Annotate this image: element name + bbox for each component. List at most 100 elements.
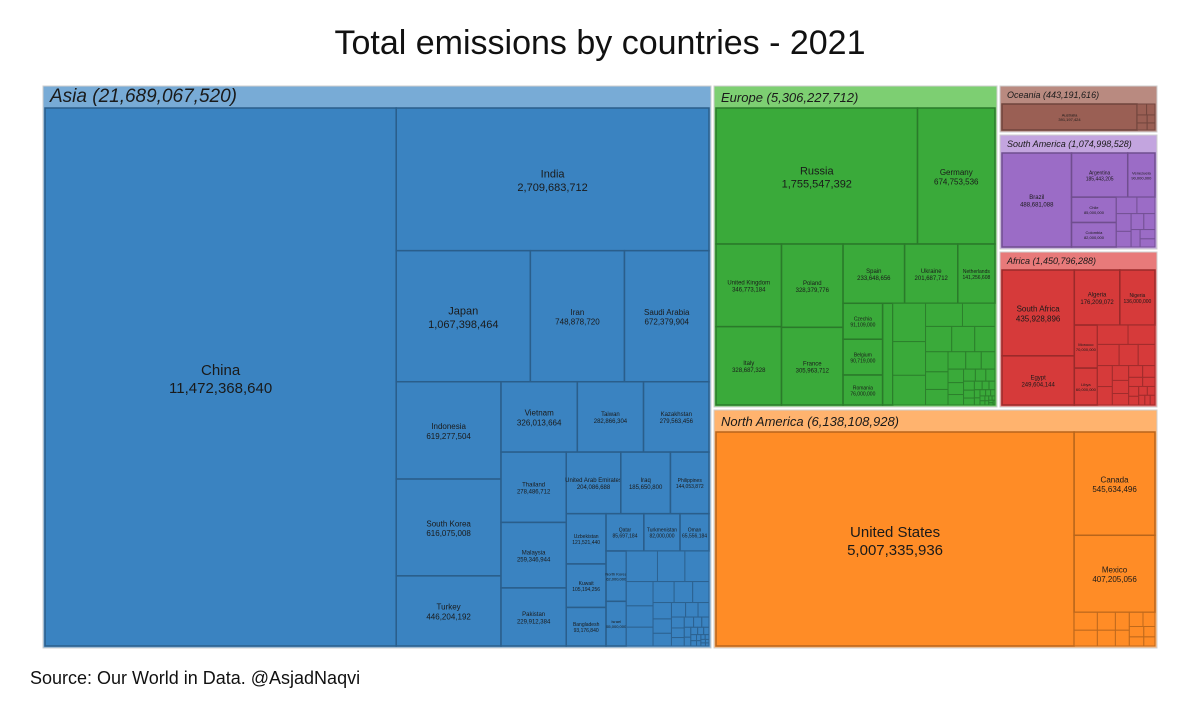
minor-country-tile [963, 397, 975, 406]
country-name: Belgium [854, 352, 872, 358]
minor-country-tile [1138, 385, 1148, 396]
minor-country-tile [1128, 395, 1140, 406]
country-tile [395, 249, 532, 383]
country-value: 201,687,712 [915, 276, 949, 282]
country-name: France [803, 361, 822, 367]
country-tile [957, 243, 996, 305]
minor-country-tile [985, 389, 992, 397]
country-value: 407,205,056 [1092, 575, 1137, 584]
minor-country-tile [1128, 636, 1145, 647]
country-value: 748,878,720 [555, 318, 600, 327]
other-countries-asia [625, 550, 710, 647]
country-name: Qatar [619, 528, 632, 534]
minor-country-tile [1111, 365, 1130, 381]
country-value: 70,000,000 [1076, 347, 1097, 352]
country-value: 91,109,000 [850, 323, 875, 329]
country-tile [1070, 152, 1129, 198]
country-name: Argentina [1089, 170, 1111, 176]
minor-country-tile [1136, 122, 1148, 131]
country-value: 144,053,872 [676, 484, 704, 490]
country-name: Czechia [854, 317, 872, 323]
minor-country-tile [1115, 213, 1132, 232]
country-name: South Africa [1017, 305, 1061, 314]
minor-country-tile [1128, 626, 1145, 638]
country-value: 185,650,800 [629, 485, 663, 491]
minor-country-tile [696, 640, 702, 647]
country-name: Morocco [1078, 342, 1094, 347]
country-name: Uzbekistan [574, 534, 599, 540]
minor-country-tile [1111, 393, 1130, 406]
minor-country-tile [984, 395, 990, 402]
minor-country-tile [1114, 629, 1130, 647]
country-tile [1073, 431, 1156, 537]
country-value: 176,209,072 [1080, 300, 1114, 306]
country-tile [565, 563, 607, 609]
minor-country-tile [1136, 103, 1148, 116]
country-value: 616,075,008 [426, 529, 471, 538]
minor-country-tile [981, 380, 990, 391]
source-note: Source: Our World in Data. @AsjadNaqvi [30, 668, 361, 688]
minor-country-tile [1146, 103, 1156, 116]
country-value: 11,472,368,640 [169, 380, 272, 397]
minor-country-tile [1143, 626, 1156, 638]
country-value: 328,687,328 [732, 368, 766, 374]
minor-country-tile [1137, 343, 1156, 367]
minor-country-tile [1096, 386, 1113, 406]
minor-country-tile [700, 634, 706, 640]
minor-country-tile [690, 634, 698, 642]
minor-country-tile [892, 374, 927, 406]
minor-country-tile [692, 581, 710, 604]
minor-country-tile [1096, 365, 1113, 388]
country-name: Philippines [678, 478, 703, 484]
country-value: 488,681,088 [1020, 202, 1054, 208]
country-value: 121,521,440 [572, 540, 600, 546]
country-tile [842, 374, 884, 406]
minor-country-tile [965, 351, 982, 370]
minor-country-tile [1073, 611, 1098, 631]
country-name: Ukraine [921, 269, 942, 275]
minor-country-tile [892, 302, 927, 343]
country-name: South Korea [426, 519, 471, 528]
country-name: Pakistan [522, 612, 545, 618]
minor-country-tile [1096, 611, 1116, 631]
country-tile [1119, 269, 1156, 326]
minor-country-tile [963, 380, 975, 391]
country-name: Algeria [1088, 293, 1107, 299]
minor-country-tile [670, 602, 687, 618]
country-value: 136,000,000 [1124, 299, 1152, 305]
minor-country-tile [690, 640, 698, 647]
country-name: Turkmenistan [647, 528, 677, 534]
minor-country-tile [690, 626, 699, 636]
country-value: 90,000,000 [1131, 175, 1152, 180]
country-name: Chile [1089, 205, 1099, 210]
minor-country-tile [625, 550, 658, 583]
country-tile [903, 243, 959, 305]
country-value: 674,753,536 [934, 177, 979, 186]
country-value: 5,007,335,936 [847, 542, 943, 559]
country-value: 1,755,547,392 [782, 179, 852, 191]
minor-country-tile [704, 642, 710, 647]
country-austria [881, 302, 894, 406]
minor-country-tile [1146, 122, 1156, 131]
country-tile [1001, 355, 1076, 406]
country-name: Germany [940, 168, 973, 177]
minor-country-tile [1142, 376, 1156, 387]
minor-country-tile [1136, 114, 1148, 124]
country-value: 62,000,000 [606, 576, 627, 581]
minor-country-tile [947, 394, 965, 406]
